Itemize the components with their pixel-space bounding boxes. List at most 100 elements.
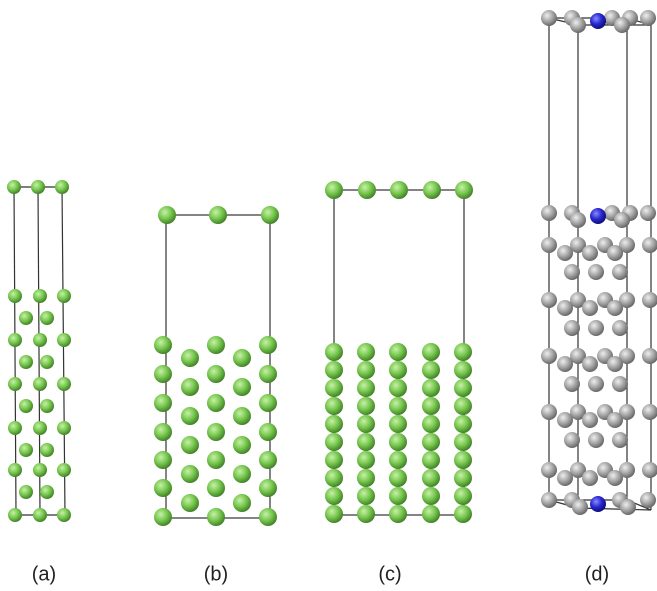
atom	[19, 443, 33, 457]
atom	[588, 432, 604, 448]
atom	[557, 412, 573, 428]
atom	[40, 399, 54, 413]
atom	[55, 180, 69, 194]
atom	[422, 487, 440, 505]
atom	[261, 206, 279, 224]
atom	[259, 508, 277, 526]
atom	[33, 289, 47, 303]
atom	[158, 206, 176, 224]
atom	[389, 505, 407, 523]
atom	[454, 397, 472, 415]
atom	[422, 343, 440, 361]
atom	[422, 433, 440, 451]
atom	[207, 479, 225, 497]
atom	[233, 378, 251, 396]
panel-label: (a)	[32, 563, 56, 585]
atom	[541, 292, 557, 308]
atom	[233, 349, 251, 367]
atom	[207, 336, 225, 354]
atom	[207, 451, 225, 469]
atom	[207, 394, 225, 412]
atom	[614, 17, 630, 33]
atom	[357, 361, 375, 379]
atom	[389, 433, 407, 451]
atom	[8, 377, 22, 391]
atom	[31, 180, 45, 194]
atom	[620, 499, 636, 515]
atom	[607, 356, 623, 372]
atom	[7, 180, 21, 194]
atom	[389, 487, 407, 505]
atom	[325, 433, 343, 451]
atom	[357, 469, 375, 487]
atom	[57, 377, 71, 391]
atom	[454, 415, 472, 433]
atom	[590, 208, 606, 224]
atom	[454, 433, 472, 451]
atom	[557, 300, 573, 316]
atom	[422, 415, 440, 433]
atom	[33, 508, 47, 522]
atom	[642, 348, 657, 364]
atom	[325, 505, 343, 523]
atom	[640, 10, 656, 26]
atom	[154, 394, 172, 412]
atom	[607, 300, 623, 316]
atom	[607, 245, 623, 261]
atom	[357, 415, 375, 433]
panel-label: (d)	[585, 563, 609, 585]
atom	[8, 289, 22, 303]
atom	[642, 292, 657, 308]
atom	[422, 379, 440, 397]
atom	[564, 264, 580, 280]
atom	[454, 343, 472, 361]
atom	[154, 423, 172, 441]
atom	[154, 365, 172, 383]
atom	[454, 451, 472, 469]
atom	[181, 465, 199, 483]
atom	[40, 485, 54, 499]
atom	[325, 181, 343, 199]
atom	[181, 349, 199, 367]
atom	[325, 361, 343, 379]
atom	[209, 206, 227, 224]
atom	[582, 356, 598, 372]
atom	[541, 10, 557, 26]
atom	[57, 463, 71, 477]
atom	[357, 505, 375, 523]
atom	[582, 300, 598, 316]
atom	[259, 451, 277, 469]
atom	[642, 462, 657, 478]
atom	[357, 433, 375, 451]
atom	[640, 492, 656, 508]
atom	[357, 451, 375, 469]
atom	[57, 508, 71, 522]
atom	[233, 494, 251, 512]
atom	[154, 479, 172, 497]
atom	[612, 320, 628, 336]
atom	[154, 451, 172, 469]
atom	[259, 479, 277, 497]
atom	[389, 415, 407, 433]
atom	[454, 487, 472, 505]
atoms	[7, 10, 657, 526]
atom	[614, 212, 630, 228]
panel-label: (c)	[378, 563, 401, 585]
atom	[607, 412, 623, 428]
atom	[19, 485, 33, 499]
atom	[40, 355, 54, 369]
atom	[8, 333, 22, 347]
atom	[454, 469, 472, 487]
atom	[325, 487, 343, 505]
atom	[564, 320, 580, 336]
atom	[422, 505, 440, 523]
atom	[590, 13, 606, 29]
atom	[541, 348, 557, 364]
atom	[570, 17, 586, 33]
atom	[8, 508, 22, 522]
atom	[541, 404, 557, 420]
atom	[325, 397, 343, 415]
atom	[358, 181, 376, 199]
atom	[357, 487, 375, 505]
atom	[181, 378, 199, 396]
